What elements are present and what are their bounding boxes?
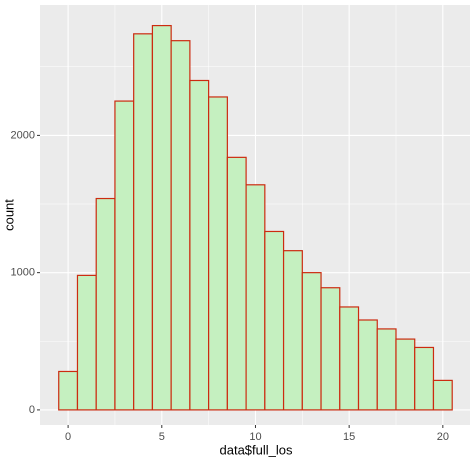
bar [245, 184, 266, 411]
x-tick-label: 20 [437, 431, 449, 443]
x-tick-label: 10 [249, 431, 261, 443]
bar [264, 230, 285, 411]
bar [339, 306, 360, 411]
bar [133, 33, 154, 411]
bar [95, 197, 116, 411]
y-tick-label: 1000 [11, 267, 35, 279]
bar [320, 287, 341, 411]
bar [414, 346, 435, 411]
x-tick-label: 0 [65, 431, 71, 443]
bar [189, 79, 210, 411]
bar [208, 96, 228, 411]
bar [170, 40, 191, 411]
bar [151, 24, 172, 411]
bar [432, 379, 453, 411]
x-tick-label: 15 [343, 431, 355, 443]
bar [301, 272, 322, 411]
bar [357, 319, 378, 411]
bar [76, 274, 97, 411]
bar [282, 250, 303, 411]
y-tick-label: 0 [29, 404, 35, 416]
bar [395, 338, 416, 411]
bar [376, 328, 397, 411]
x-axis-title: data$full_los [220, 442, 293, 457]
bar [226, 156, 247, 411]
y-tick-label: 2000 [11, 129, 35, 141]
x-tick-label: 5 [159, 431, 165, 443]
y-axis-title: count [1, 199, 16, 231]
bar [114, 100, 135, 411]
bar [58, 370, 79, 411]
